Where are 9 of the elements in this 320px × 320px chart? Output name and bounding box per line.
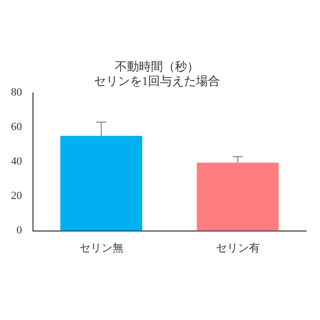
y-tick-label: 0 (16, 224, 22, 237)
x-tick-label: セリン無 (79, 242, 124, 254)
y-tick-label: 80 (11, 86, 22, 99)
y-tick-label: 60 (11, 121, 22, 134)
y-tick-label: 20 (11, 190, 22, 202)
x-tick-label: セリン有 (216, 242, 260, 254)
y-tick-label: 40 (11, 156, 22, 168)
chart-title: 不動時間（秒） (115, 59, 199, 74)
chart-subtitle: セリンを1回与えた場合 (94, 74, 220, 88)
